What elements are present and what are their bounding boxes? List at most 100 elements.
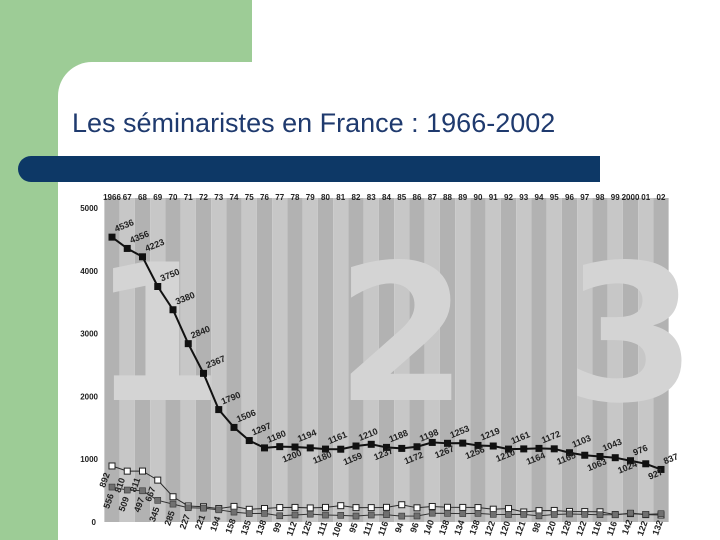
- chart-band: [394, 198, 410, 522]
- chart-band: [287, 198, 303, 522]
- x-tick-label: 85: [397, 193, 406, 202]
- chart-band: [195, 198, 212, 522]
- gray-square-point: [474, 510, 482, 517]
- gray-square-data-label: 221: [193, 513, 208, 531]
- gray-square-data-label: 112: [285, 520, 299, 537]
- gray-square-point: [108, 483, 116, 491]
- open-square-point: [367, 504, 375, 512]
- gray-square-point: [642, 511, 650, 518]
- gray-square-point: [596, 511, 604, 519]
- x-tick-label: 83: [367, 193, 376, 202]
- chart-band: [363, 198, 379, 522]
- open-square-data-label: 811: [128, 476, 142, 493]
- x-tick-label: 69: [153, 193, 162, 202]
- x-tick-label: 84: [382, 193, 391, 202]
- y-tick-label: 0: [92, 518, 97, 527]
- y-tick-label: 1000: [80, 455, 98, 464]
- main-series-point: [200, 369, 207, 377]
- x-tick-label: 76: [260, 193, 269, 202]
- gray-square-data-label: 128: [559, 519, 574, 537]
- chart-band: [424, 198, 440, 522]
- main-series-point: [535, 444, 543, 452]
- chart-band: [470, 198, 486, 522]
- open-square-point: [337, 502, 345, 510]
- open-square-point: [123, 467, 131, 475]
- gray-square-data-label: 120: [544, 520, 559, 538]
- chart-band: [165, 198, 181, 522]
- gray-square-point: [428, 509, 436, 517]
- gray-square-data-label: 140: [422, 518, 437, 536]
- open-square-point: [306, 504, 314, 512]
- main-series-point: [215, 406, 223, 414]
- chart-band: [104, 198, 120, 522]
- open-square-point: [444, 503, 451, 511]
- main-series-point: [459, 439, 467, 447]
- gray-square-point: [276, 512, 284, 520]
- x-tick-label: 94: [535, 193, 544, 202]
- gray-square-data-label: 116: [376, 520, 390, 537]
- gray-square-data-label: 556: [101, 492, 116, 510]
- x-tick-label: 81: [336, 193, 345, 202]
- chart-band: [272, 198, 288, 522]
- x-tick-label: 95: [550, 193, 559, 202]
- gray-square-data-label: 122: [635, 520, 650, 538]
- main-series-point: [505, 445, 512, 453]
- open-square-point: [276, 504, 284, 512]
- gray-square-point: [520, 511, 528, 518]
- x-tick-label: 79: [306, 193, 315, 202]
- gray-square-data-label: 111: [315, 520, 329, 537]
- chart-band: [561, 198, 578, 522]
- chart-band: [348, 198, 364, 522]
- main-series-point: [474, 441, 482, 449]
- main-series-point: [230, 423, 238, 431]
- gray-square-data-label: 125: [300, 519, 315, 537]
- gray-square-data-label: 142: [620, 518, 635, 536]
- chart-band: [256, 198, 273, 522]
- chart-band: [622, 198, 639, 522]
- main-series-point: [413, 443, 421, 451]
- chart-band: [180, 198, 196, 522]
- slide-title: Les séminaristes en France : 1966-2002: [72, 108, 556, 138]
- chart-band: [455, 198, 471, 522]
- chart-band: [607, 198, 623, 522]
- chart-band: [378, 198, 395, 522]
- main-series-point: [276, 443, 284, 451]
- chart-band: [226, 198, 242, 522]
- main-series-point: [306, 444, 314, 452]
- main-series-point: [352, 442, 360, 450]
- chart-band: [333, 198, 349, 522]
- gray-square-point: [123, 486, 131, 494]
- chart-band: [485, 198, 501, 522]
- x-tick-label: 90: [474, 193, 483, 202]
- chart-band: [439, 198, 456, 522]
- x-tick-label: 87: [428, 193, 437, 202]
- chart-band: [500, 198, 517, 522]
- chart-band: [577, 198, 593, 522]
- x-tick-label: 68: [138, 193, 147, 202]
- chart-band: [211, 198, 227, 522]
- main-series-point: [337, 445, 345, 453]
- main-series-point: [581, 451, 589, 459]
- x-tick-label: 92: [504, 193, 513, 202]
- open-square-point: [398, 501, 406, 509]
- title-underline-bar: [18, 156, 600, 182]
- chart-band: [119, 198, 135, 522]
- y-tick-label: 4000: [80, 267, 98, 276]
- open-square-point: [291, 503, 299, 511]
- gray-square-data-label: 227: [178, 513, 193, 531]
- main-series-point: [367, 440, 375, 448]
- gray-square-point: [367, 511, 375, 519]
- open-square-point: [474, 504, 482, 512]
- gray-square-point: [383, 511, 390, 519]
- gray-square-point: [581, 511, 589, 518]
- open-square-point: [459, 503, 467, 511]
- gray-square-point: [306, 510, 314, 518]
- gray-square-data-label: 111: [361, 520, 375, 537]
- gray-square-point: [627, 509, 634, 517]
- x-tick-label: 99: [611, 193, 620, 202]
- gray-square-point: [398, 512, 406, 520]
- x-tick-label: 75: [245, 193, 254, 202]
- y-tick-label: 3000: [80, 330, 98, 339]
